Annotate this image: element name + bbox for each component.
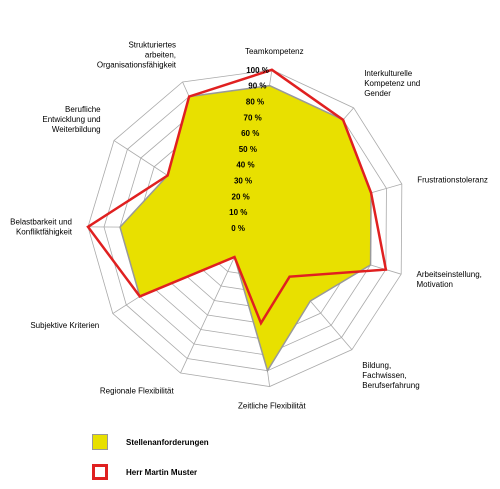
grid-ring-9 (103, 85, 387, 372)
axis-label-8: Belastbarkeit und Konfliktfähigkeit (10, 218, 73, 237)
legend-item-requirements: Stellenanforderungen (92, 434, 209, 450)
tick-label: 60 % (241, 129, 259, 138)
tick-label: 0 % (231, 224, 245, 233)
axis-label-3: Arbeitseinstellung, Motivation (417, 270, 482, 289)
tick-label: 70 % (244, 113, 262, 122)
legend-swatch-requirements (92, 434, 108, 450)
tick-label: 90 % (248, 82, 266, 91)
axis-label-5: Zeitliche Flexibilität (238, 401, 306, 410)
tick-label: 20 % (232, 192, 250, 201)
axis-label-2: Frustrationstoleranz (417, 176, 488, 185)
axis-label-10: Strukturiertes arbeiten, Organisationsfähi… (97, 40, 177, 69)
series-polygon-1 (86, 68, 388, 326)
axis-label-0: Teamkompetenz (245, 47, 304, 56)
tick-label: 30 % (234, 177, 252, 186)
axis-label-9: Berufliche Entwicklung und Weiterbildung (42, 105, 101, 134)
legend-label-requirements: Stellenanforderungen (126, 437, 209, 447)
legend-label-candidate: Herr Martin Muster (126, 467, 198, 477)
grid-ring-10 (87, 69, 403, 387)
axis-label-7: Subjektive Kriterien (30, 321, 99, 330)
tick-label: 80 % (246, 97, 264, 106)
radar-ticks: 0 % 10 % 20 % 30 % 40 % 50 % 60 % 70 % 80 % 90 % 1… (229, 66, 269, 233)
radar-axis-labels: Teamkompetenz Interkulturelle Kompetenz un… (10, 40, 488, 410)
tick-label: 10 % (229, 208, 247, 217)
tick-label: 50 % (239, 145, 257, 154)
radar-series (86, 68, 388, 373)
legend-item-candidate: Herr Martin Muster (92, 464, 197, 480)
axis-label-4: Bildung, Fachwissen, Berufserfahrung (362, 361, 419, 390)
tick-label: 40 % (236, 161, 254, 170)
tick-label: 100 % (246, 66, 269, 75)
legend-swatch-candidate (92, 464, 108, 480)
axis-label-1: Interkulturelle Kompetenz und Gender (364, 69, 420, 98)
axis-label-6: Regionale Flexibilität (100, 387, 175, 396)
